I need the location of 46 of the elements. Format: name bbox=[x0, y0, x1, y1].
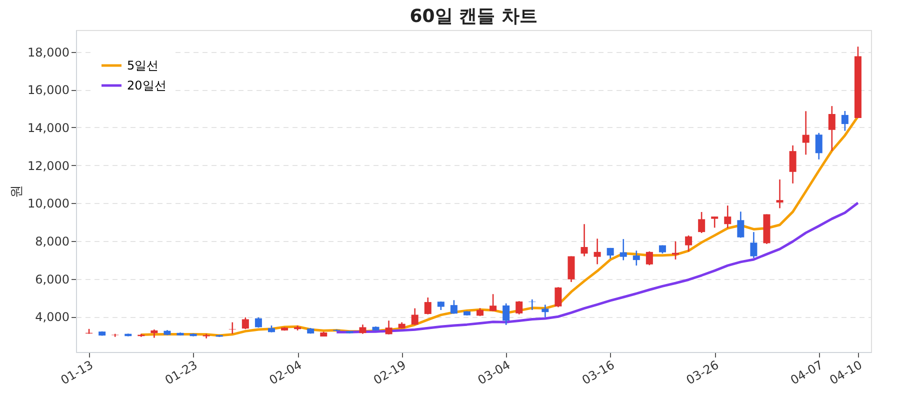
candlestick bbox=[568, 256, 575, 283]
y-tick-label: 10,000 bbox=[28, 196, 70, 211]
candlestick bbox=[594, 238, 601, 265]
candlestick bbox=[750, 231, 758, 259]
candlestick bbox=[646, 250, 653, 266]
candlestick bbox=[724, 204, 732, 229]
candlestick bbox=[632, 250, 640, 266]
candlestick bbox=[776, 178, 784, 209]
candlestick bbox=[385, 320, 392, 336]
y-tick-label: 12,000 bbox=[28, 158, 70, 173]
candlestick bbox=[620, 238, 627, 261]
line-series bbox=[335, 202, 860, 334]
candlestick bbox=[424, 296, 432, 315]
candlestick bbox=[242, 316, 249, 330]
candlestick bbox=[711, 216, 718, 228]
y-tick-label: 16,000 bbox=[28, 83, 70, 98]
candlestick bbox=[516, 300, 523, 315]
candlestick bbox=[450, 300, 458, 314]
y-tick-label: 8,000 bbox=[35, 234, 70, 248]
candlestick bbox=[490, 293, 497, 312]
y-tick-label: 6,000 bbox=[35, 272, 70, 286]
candlestick bbox=[528, 298, 536, 311]
candlestick bbox=[802, 110, 810, 156]
legend-label: 20일선 bbox=[127, 78, 166, 92]
chart-title: 60일 캔들 차트 bbox=[410, 6, 538, 27]
y-axis-title: 원 bbox=[10, 185, 25, 198]
line-series bbox=[140, 115, 860, 337]
candlestick bbox=[254, 316, 262, 328]
legend-label: 5일선 bbox=[127, 58, 159, 72]
candlestick bbox=[228, 322, 236, 334]
candlestick bbox=[737, 210, 744, 238]
candlestick bbox=[828, 105, 836, 152]
candlestick bbox=[542, 304, 549, 318]
candlestick bbox=[698, 211, 706, 234]
candlestick bbox=[554, 286, 562, 308]
candlestick bbox=[685, 234, 692, 252]
candlestick bbox=[411, 308, 418, 326]
candlestick bbox=[815, 132, 822, 160]
y-tick-label: 4,000 bbox=[35, 310, 70, 324]
candlestick bbox=[502, 302, 510, 326]
y-tick-label: 14,000 bbox=[28, 120, 70, 135]
candlestick bbox=[359, 324, 366, 334]
y-tick-label: 18,000 bbox=[28, 45, 70, 60]
candlestick bbox=[841, 110, 848, 132]
candlestick bbox=[789, 144, 796, 184]
candlestick bbox=[580, 223, 588, 257]
